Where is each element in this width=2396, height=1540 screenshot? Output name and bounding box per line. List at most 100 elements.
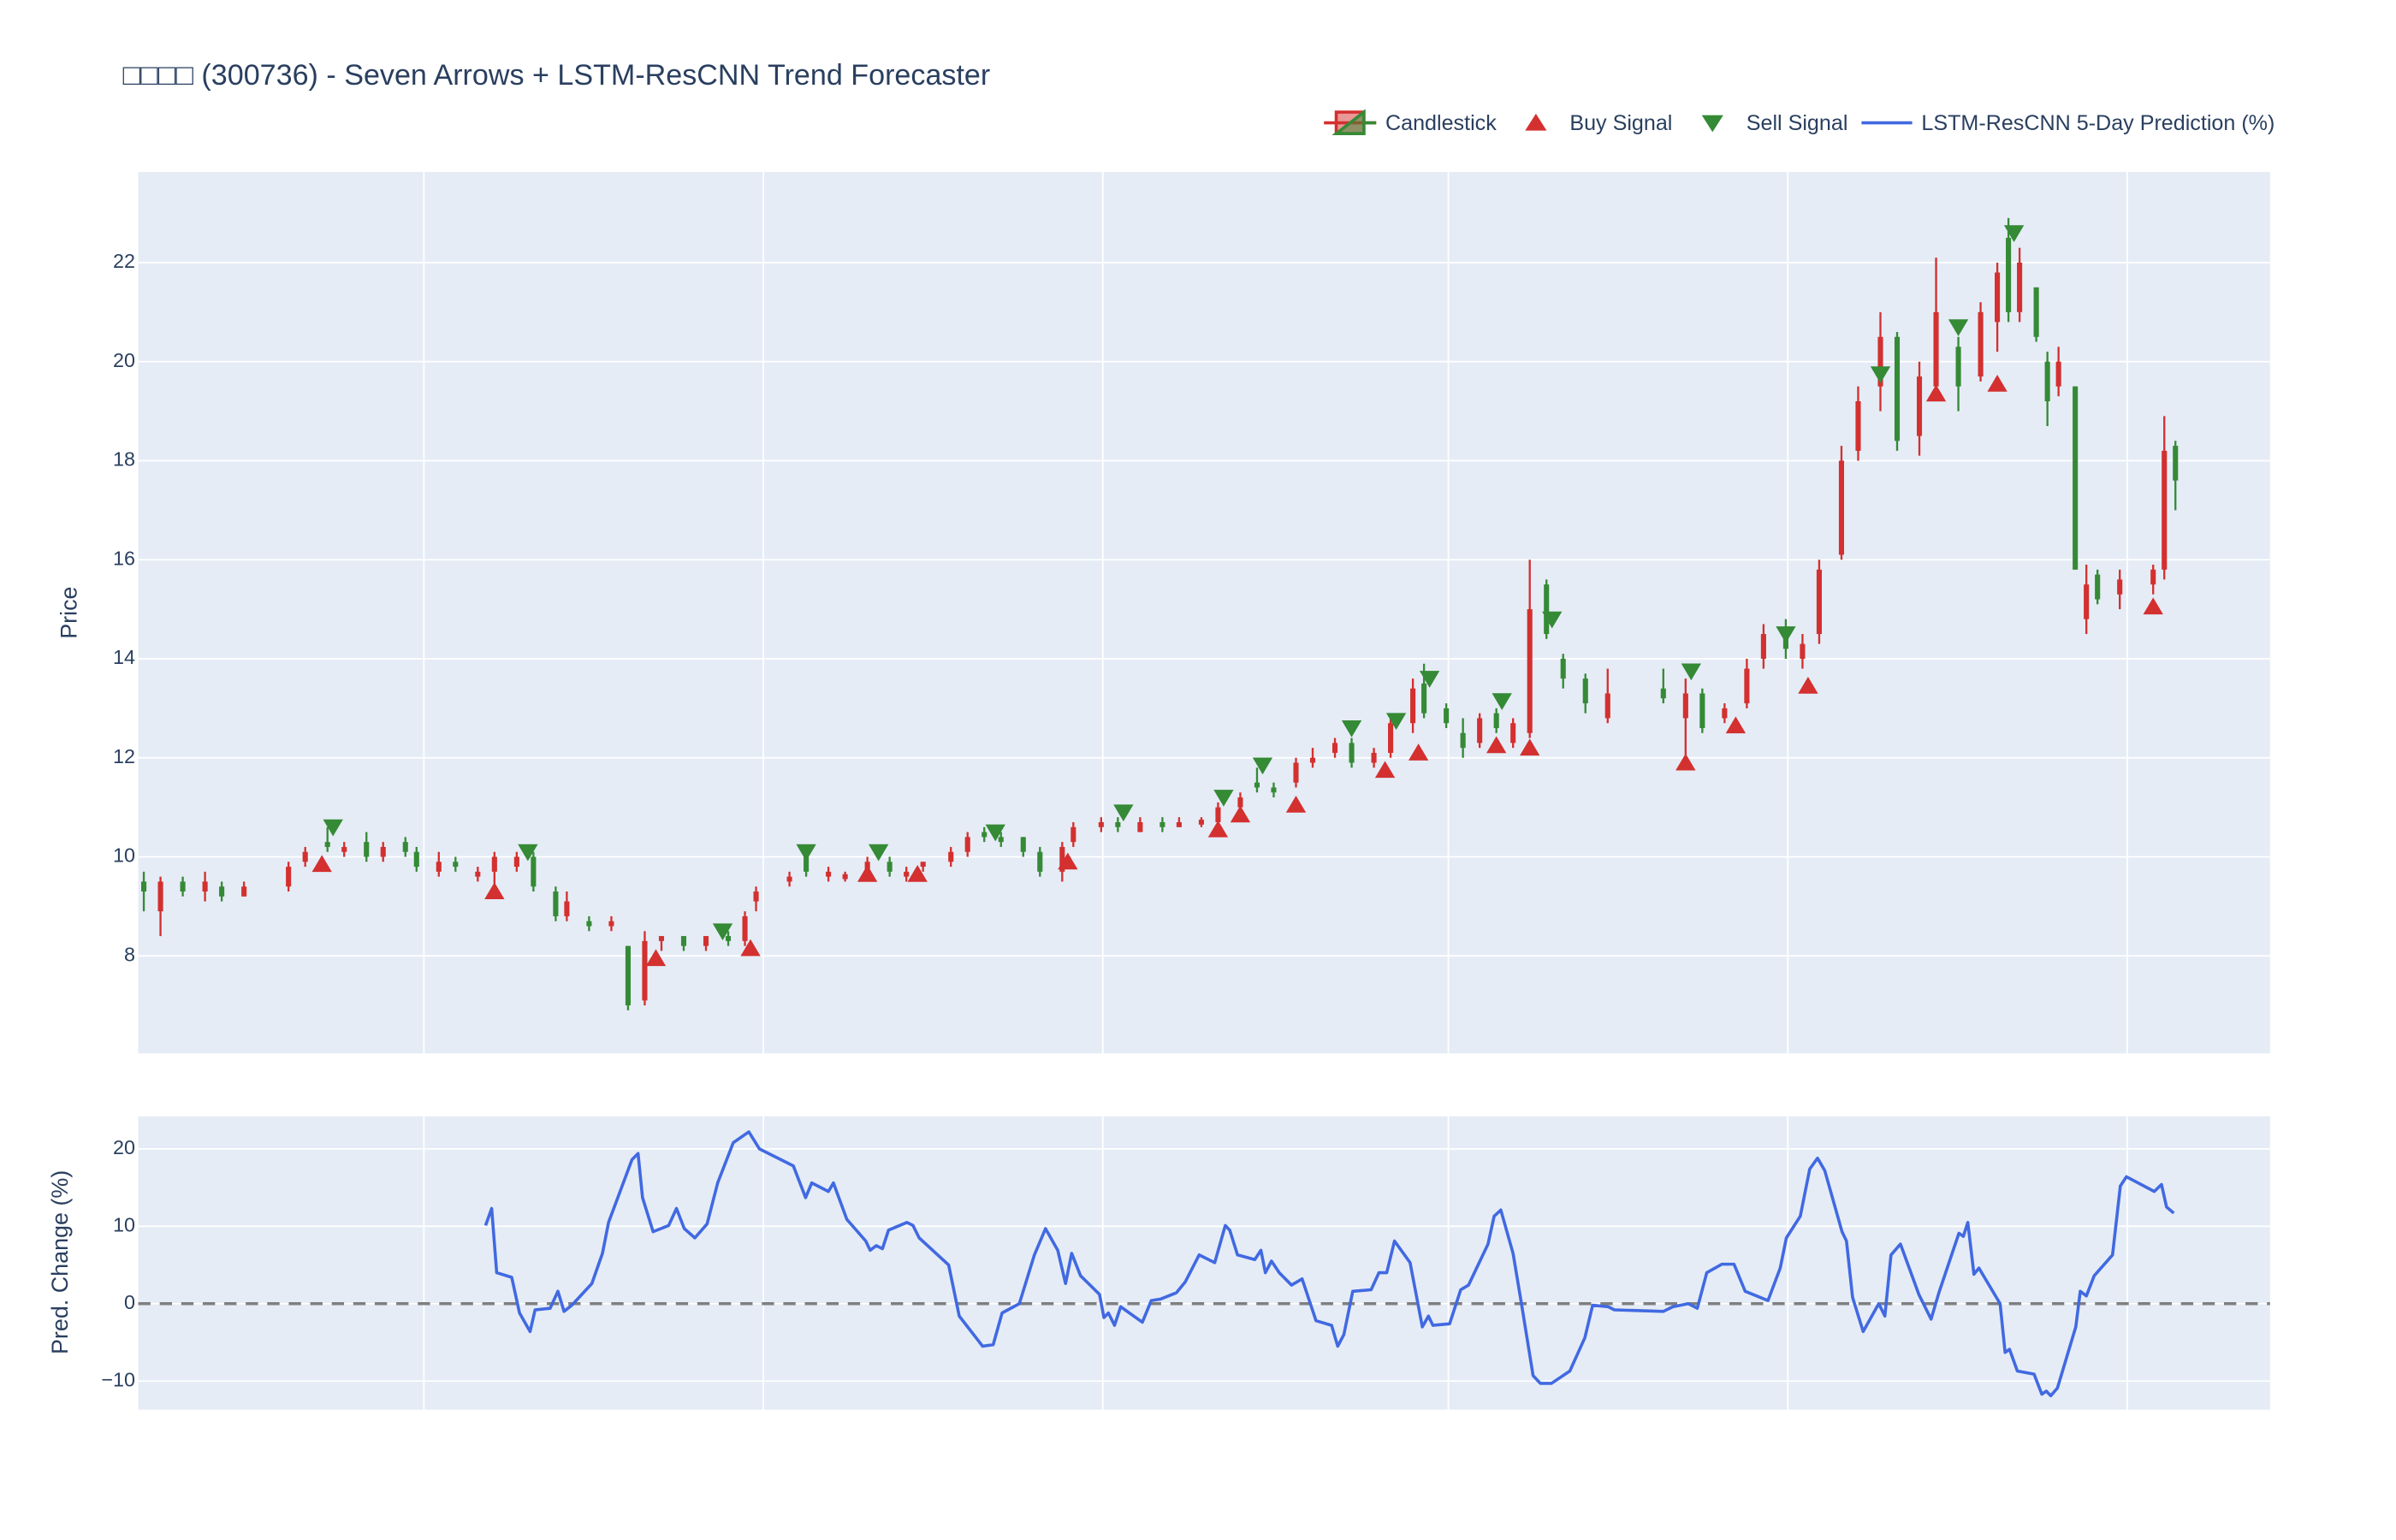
candle-body <box>1059 846 1065 872</box>
candle-body <box>1410 688 1416 724</box>
candle-body <box>1816 569 1822 635</box>
candle-body <box>1582 678 1588 704</box>
candle-body <box>1894 336 1901 441</box>
legend: Candlestick Buy Signal Sell Signal LSTM-Res… <box>1324 109 2274 135</box>
buy-signal <box>1285 795 1307 813</box>
candle-body <box>1098 821 1104 827</box>
sell-signal <box>1252 757 1273 775</box>
candle-body <box>826 871 832 877</box>
candle-body <box>341 846 347 852</box>
candle-body <box>1604 693 1610 719</box>
candle-body <box>219 886 225 897</box>
candle-body <box>1293 762 1299 783</box>
buy-signal <box>1925 384 1947 402</box>
candle-body <box>680 936 687 946</box>
y-tick-label: 8 <box>124 943 135 965</box>
candle-body <box>904 871 910 877</box>
candle-body <box>804 856 810 872</box>
legend-icon <box>1701 115 1723 133</box>
candle-body <box>553 891 559 916</box>
y-tick-label: 16 <box>113 547 135 569</box>
buy-signal <box>1987 374 2008 392</box>
buy-signal <box>311 855 332 873</box>
y-tick-label: 14 <box>113 646 135 668</box>
sell-signal <box>985 824 1005 842</box>
candle-body <box>1020 837 1026 852</box>
candle-body <box>2084 584 2090 619</box>
candle-body <box>1510 723 1516 743</box>
prediction-line <box>483 1130 2175 1398</box>
candle-body <box>703 936 709 946</box>
candle-body <box>364 842 370 857</box>
plot-area <box>138 172 2270 1054</box>
candle-body <box>1933 311 1939 387</box>
candle-body <box>1477 718 1483 743</box>
candle-body <box>2017 262 2023 312</box>
y-tick-label: 0 <box>124 1291 135 1313</box>
candle-body <box>998 837 1004 843</box>
candle-body <box>1760 634 1766 659</box>
sell-signal <box>1948 319 1969 336</box>
candle-body <box>1955 346 1961 387</box>
candle-body <box>1493 713 1499 729</box>
candle-body <box>1215 807 1221 822</box>
buy-signal <box>2143 597 2163 615</box>
sell-signal <box>1492 693 1512 710</box>
y-tick-label: 10 <box>113 1213 135 1235</box>
candle-body <box>1560 658 1566 679</box>
candle-body <box>1877 336 1883 387</box>
candle-body <box>2044 361 2050 402</box>
y-tick-label: 10 <box>113 844 135 867</box>
candle-body <box>140 881 147 892</box>
sell-signal <box>518 844 538 862</box>
candle-body <box>2150 569 2156 585</box>
candle-body <box>642 940 648 1001</box>
buy-signal <box>857 864 878 882</box>
y-axis-title: Pred. Change (%) <box>47 1170 73 1354</box>
candle-body <box>1744 668 1750 704</box>
candle-body <box>982 832 987 838</box>
candle-body <box>1198 820 1204 825</box>
candle-body <box>948 851 954 862</box>
candle-body <box>1460 732 1466 749</box>
candle-body <box>1699 693 1705 729</box>
candle-body <box>1070 826 1076 843</box>
buy-signal <box>1230 805 1251 823</box>
candle-body <box>1978 311 1984 377</box>
legend-icon <box>1525 113 1547 131</box>
candle-body <box>786 876 792 882</box>
candle-body <box>1254 782 1260 788</box>
buy-signal <box>740 939 761 957</box>
sell-signal <box>1419 671 1440 688</box>
candle-body <box>725 936 732 941</box>
candle-body <box>1421 683 1427 714</box>
candle-body <box>2055 361 2061 387</box>
candle-body <box>964 837 970 852</box>
sell-signal <box>323 819 343 837</box>
buy-signal <box>1675 753 1696 771</box>
candle-body <box>2095 574 2101 600</box>
candle-body <box>202 881 208 892</box>
candle-body <box>302 851 308 862</box>
candle-body <box>742 915 748 941</box>
sell-signal <box>1341 720 1362 737</box>
candle-body <box>920 862 926 868</box>
candle-body <box>1331 743 1338 753</box>
candle-body <box>475 871 481 877</box>
candle-body <box>402 842 408 852</box>
candle-body <box>1855 401 1861 451</box>
candle-body <box>1371 752 1377 763</box>
chart-title: □□□□ (300736) - Seven Arrows + LSTM-ResC… <box>123 59 991 92</box>
legend-label: LSTM-ResCNN 5-Day Prediction (%) <box>1921 111 2274 135</box>
candle-body <box>2173 446 2179 481</box>
candle-body <box>608 921 614 927</box>
y-tick-label: 20 <box>113 349 135 371</box>
candle-body <box>1159 821 1165 827</box>
candle-body <box>180 881 186 892</box>
buy-signal <box>1408 743 1429 761</box>
candle-body <box>2073 386 2079 570</box>
candle-body <box>1037 851 1043 872</box>
sell-signal <box>1113 804 1134 822</box>
